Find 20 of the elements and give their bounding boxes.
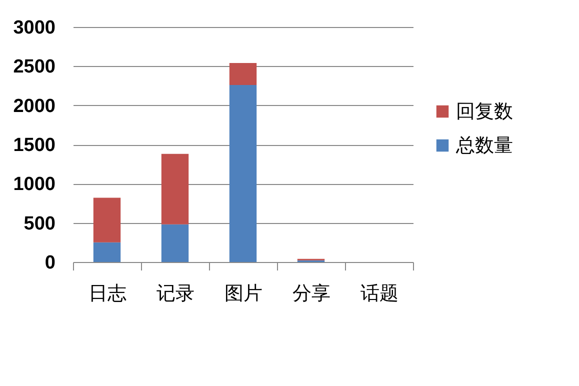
x-tick-label: 记录: [156, 282, 194, 304]
y-tick-label: 1000: [13, 174, 56, 196]
y-tick-label: 3000: [13, 18, 56, 38]
bar: [161, 154, 189, 224]
bar: [93, 198, 121, 242]
y-tick-label: 2500: [13, 56, 56, 78]
bar: [229, 84, 257, 262]
y-tick-label: 0: [44, 252, 56, 274]
x-tick-label: 分享: [292, 282, 330, 304]
bar: [161, 224, 189, 262]
x-tick-label: 日志: [88, 282, 126, 304]
bar: [229, 63, 257, 85]
bar: [93, 242, 121, 262]
y-tick-label: 2000: [13, 96, 56, 117]
x-tick-label: 话题: [360, 282, 398, 304]
y-tick-label: 1500: [13, 135, 56, 156]
legend-label: 回复数: [456, 100, 513, 122]
legend-label: 总数量: [455, 134, 513, 156]
x-tick-label: 图片: [224, 282, 262, 304]
y-tick-label: 500: [24, 213, 56, 234]
